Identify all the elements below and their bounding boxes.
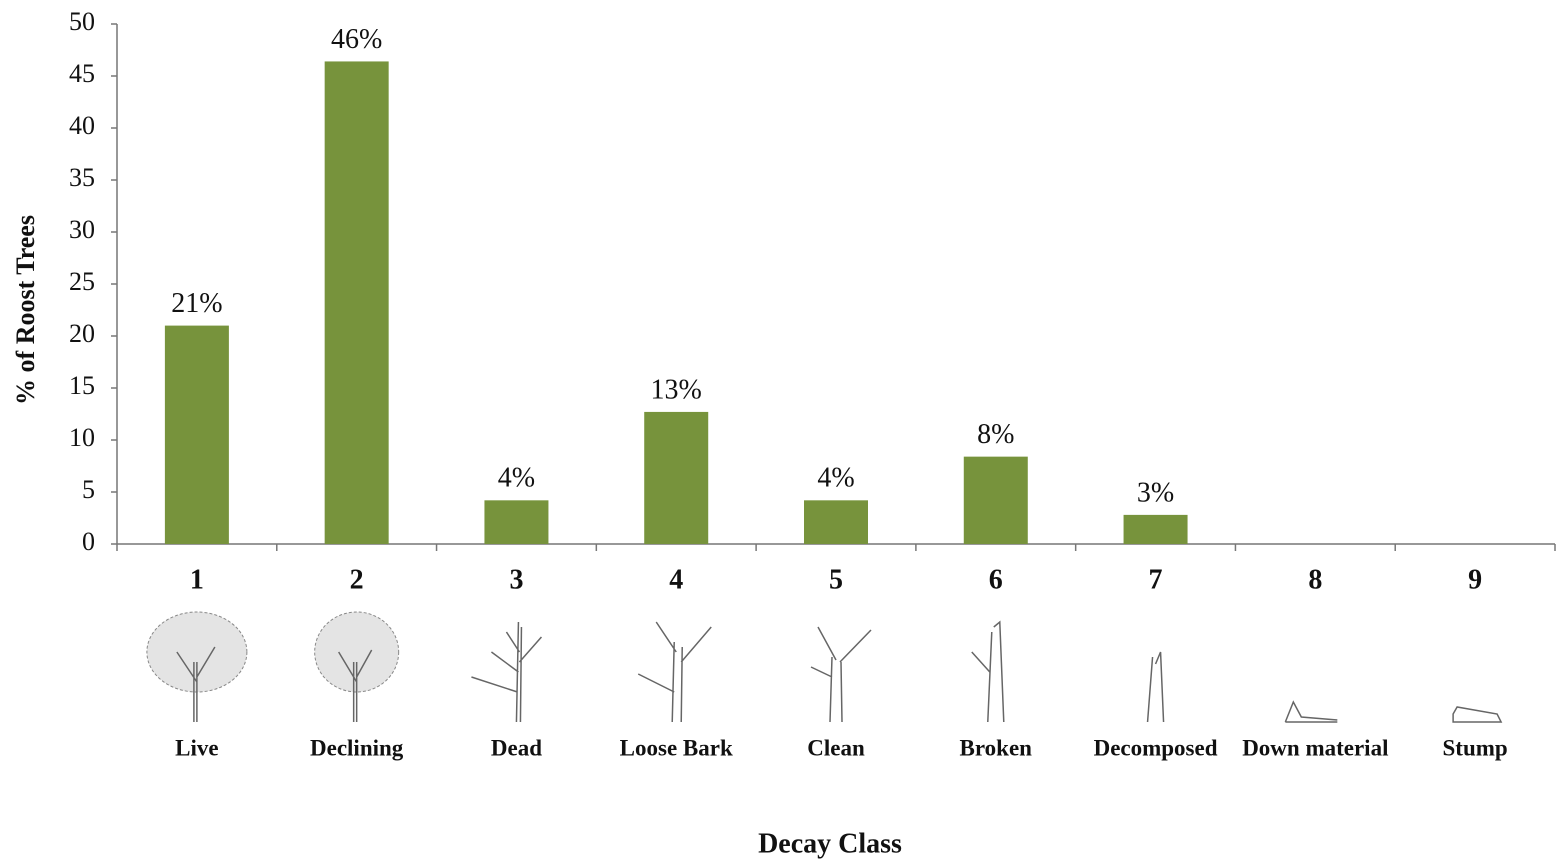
class-name: Declining [310,735,404,760]
y-axis-label: % of Roost Trees [11,215,40,405]
value-label: 46% [331,24,382,55]
tree-illustration [638,622,711,722]
x-tick-label: 1 [190,564,204,595]
value-label: 4% [817,463,854,494]
y-tick-label: 20 [69,319,95,348]
x-tick-label: 3 [509,564,523,595]
bar [325,61,389,544]
bar [644,412,708,544]
y-tick-label: 50 [69,7,95,36]
x-axis-label: Decay Class [758,828,902,859]
class-name: Decomposed [1094,735,1218,760]
bar [165,326,229,544]
y-tick-label: 10 [69,423,95,452]
class-name: Broken [960,735,1033,760]
x-tick-label: 8 [1308,564,1322,595]
x-tick-label: 2 [350,564,364,595]
y-tick-label: 5 [82,475,95,504]
value-label: 8% [977,419,1014,450]
y-tick-label: 25 [69,267,95,296]
bar [964,457,1028,544]
class-name: Clean [807,735,865,760]
tree-illustration [1285,702,1337,722]
tree-illustration [972,622,1004,722]
class-name: Live [175,735,218,760]
y-tick-label: 15 [69,371,95,400]
page: {"chart_data": {"type": "bar", "x_label"… [0,0,1557,864]
tree-illustration [471,622,541,722]
class-name: Loose Bark [620,735,733,760]
value-label: 3% [1137,477,1174,508]
chart: Decay Class % of Roost Trees 05101520253… [0,0,1557,864]
value-label: 13% [651,374,702,405]
x-tick-label: 5 [829,564,843,595]
class-name: Dead [491,735,542,760]
class-name: Stump [1443,735,1508,760]
y-tick-label: 30 [69,215,95,244]
y-tick-label: 40 [69,111,95,140]
class-name: Down material [1242,735,1388,760]
y-tick-label: 0 [82,527,95,556]
bar [804,500,868,544]
x-tick-label: 4 [669,564,683,595]
bar [1124,515,1188,544]
x-tick-label: 6 [989,564,1003,595]
tree-illustration [1148,652,1164,722]
value-label: 4% [498,463,535,494]
bar [484,500,548,544]
y-tick-label: 35 [69,163,95,192]
x-tick-label: 7 [1149,564,1163,595]
value-label: 21% [171,288,222,319]
x-tick-label: 9 [1468,564,1482,595]
y-tick-label: 45 [69,59,95,88]
tree-illustration [811,627,871,722]
tree-illustration [1453,707,1501,722]
